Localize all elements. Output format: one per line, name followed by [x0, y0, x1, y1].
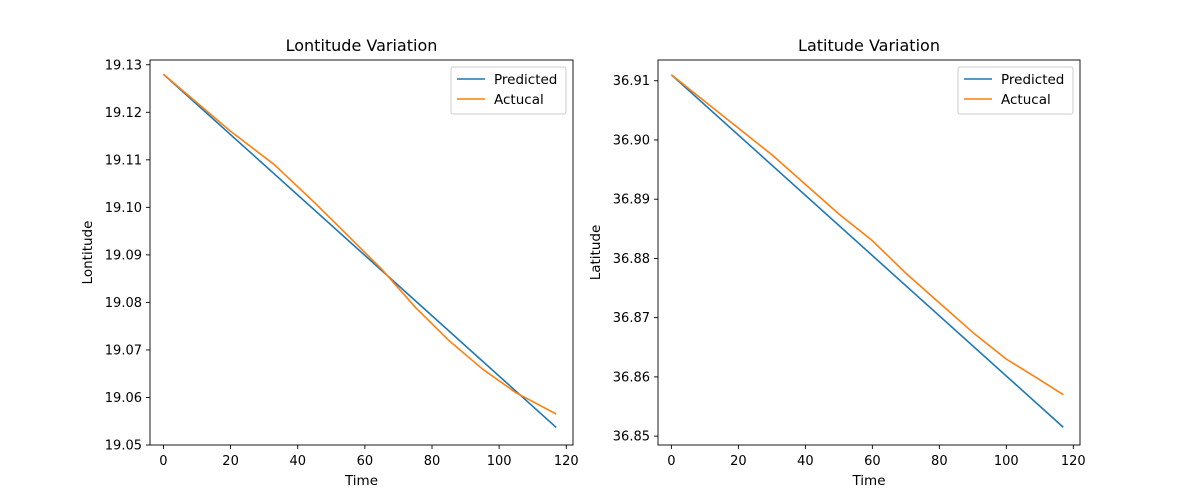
legend-label: Actucal [494, 92, 544, 108]
x-axis-label: Time [344, 473, 378, 489]
y-tick-label: 36.85 [613, 430, 650, 445]
x-tick-label: 40 [797, 454, 814, 469]
y-tick-label: 19.10 [105, 201, 142, 216]
series-line-actucal [670, 74, 1064, 396]
chart-title: Latitude Variation [798, 36, 940, 55]
x-tick-label: 80 [931, 454, 948, 469]
y-tick-label: 36.88 [613, 252, 650, 267]
y-tick-label: 36.91 [613, 74, 650, 89]
series-line-predicted [162, 73, 557, 429]
x-tick-label: 120 [1061, 454, 1086, 469]
y-tick-label: 19.12 [105, 106, 142, 121]
plot-frame [657, 59, 1081, 446]
x-tick-label: 20 [222, 454, 239, 469]
y-tick-label: 36.90 [613, 133, 650, 148]
x-tick-label: 40 [289, 454, 306, 469]
legend: Predicted Actucal [957, 66, 1074, 115]
y-tick-label: 19.07 [105, 343, 142, 358]
y-tick-label: 36.87 [613, 311, 650, 326]
y-tick-label: 19.09 [105, 248, 142, 263]
chart-title: Lontitude Variation [286, 36, 438, 55]
y-tick-label: 36.86 [613, 370, 650, 385]
x-axis-label: Time [851, 473, 885, 489]
y-tick-label: 19.11 [105, 153, 142, 168]
x-tick-label: 60 [357, 454, 374, 469]
legend-label: Predicted [494, 72, 557, 88]
y-tick-label: 19.08 [105, 296, 142, 311]
legend: Predicted Actucal [450, 66, 567, 115]
chart-panel-1: Lontitude Variation 0 20 40 60 80 100 120 19.05 1… [80, 36, 579, 489]
y-tick-label: 36.89 [613, 193, 650, 208]
legend-label: Actucal [1001, 92, 1051, 108]
x-tick-label: 20 [730, 454, 747, 469]
series-line-predicted [670, 74, 1064, 428]
x-tick-label: 0 [159, 454, 167, 469]
x-tick-label: 0 [667, 454, 675, 469]
x-tick-label: 100 [994, 454, 1019, 469]
y-tick-label: 19.13 [105, 58, 142, 73]
x-tick-label: 100 [487, 454, 512, 469]
x-tick-label: 80 [424, 454, 441, 469]
y-tick-label: 19.06 [105, 391, 142, 406]
x-tick-label: 120 [554, 454, 579, 469]
chart-panel-2: Latitude Variation 0 20 40 60 80 100 120 36.85 36… [588, 36, 1086, 489]
y-axis-label: Latitude [588, 225, 604, 281]
legend-label: Predicted [1001, 72, 1064, 88]
x-tick-label: 60 [864, 454, 881, 469]
plot-frame [149, 59, 574, 446]
series-line-actucal [162, 73, 557, 415]
y-tick-label: 19.05 [105, 439, 142, 454]
y-axis-label: Lontitude [80, 221, 96, 285]
